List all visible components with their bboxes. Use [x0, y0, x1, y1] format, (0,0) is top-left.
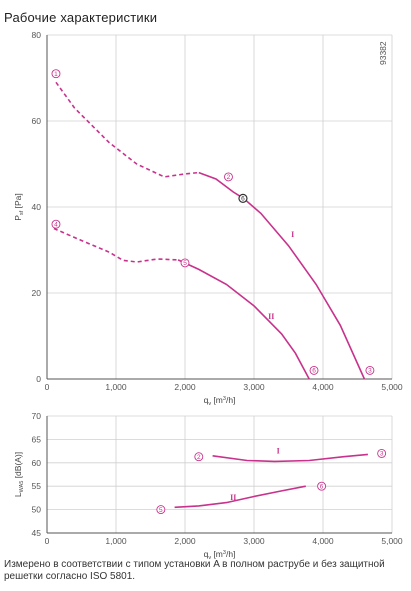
y-tick-label: 65 [32, 434, 42, 444]
series-line [177, 259, 310, 380]
series-line [198, 171, 366, 380]
x-tick-label: 0 [45, 382, 50, 392]
noise-chart: 0 1,000 2,000 3,000 4,000 5,000455055606570qv… [13, 411, 403, 560]
y-axis-label: LWA5 [dB(A)] [13, 452, 25, 497]
id-code: 93382 [378, 41, 388, 65]
measurement-note: Измерено в соответствии с типом установк… [4, 559, 385, 582]
point-label: 5 [159, 507, 163, 514]
y-tick-label: 20 [32, 288, 42, 298]
page-title: Рабочие характеристики [4, 10, 158, 25]
point-marker [309, 365, 319, 375]
x-tick-label: 2,000 [174, 382, 196, 392]
point-label: 6 [320, 484, 324, 491]
y-tick-label: 60 [32, 116, 42, 126]
point-label: 2 [197, 454, 201, 461]
point-label: 6 [312, 368, 316, 375]
y-axis-label: Psf [Pa] [13, 193, 25, 220]
x-tick-label: 3,000 [243, 382, 265, 392]
x-tick-label: 4,000 [312, 536, 334, 546]
x-tick-label: 5,000 [381, 382, 403, 392]
series-name-label: I [291, 230, 294, 239]
operating-point-marker [238, 193, 248, 203]
x-tick-label: 3,000 [243, 536, 265, 546]
x-tick-label: 1,000 [105, 382, 127, 392]
series-name-label: II [230, 493, 236, 502]
series-name-label: I [277, 446, 280, 455]
point-marker [377, 448, 387, 458]
point-marker [317, 481, 327, 491]
x-tick-label: 2,000 [174, 536, 196, 546]
point-marker [51, 219, 61, 229]
y-tick-label: 55 [32, 481, 42, 491]
x-tick-label: 1,000 [105, 536, 127, 546]
point-marker [224, 172, 233, 182]
point-label: 3 [380, 451, 384, 458]
y-tick-label: 45 [32, 528, 42, 538]
series-line [212, 453, 368, 463]
x-axis-label: qv [m3/h] [204, 549, 236, 560]
point-marker [194, 452, 204, 462]
series-line-dashed [53, 227, 179, 263]
point-label: 5 [183, 260, 187, 267]
point-marker [51, 69, 61, 79]
series-name-label: II [268, 312, 274, 321]
y-tick-label: 80 [32, 30, 42, 40]
x-tick-label: 0 [45, 536, 50, 546]
y-tick-label: 70 [32, 411, 42, 421]
y-tick-label: 60 [32, 458, 42, 468]
point-marker [156, 505, 166, 515]
x-tick-label: 4,000 [312, 382, 334, 392]
x-tick-label: 5,000 [381, 536, 403, 546]
pressure-chart: 0 1,000 2,000 3,000 4,000 5,000 0 20 40 60 80 qv [m… [13, 30, 403, 407]
y-tick-label: 40 [32, 202, 42, 212]
series-line [174, 485, 306, 509]
point-label: 2 [227, 174, 231, 181]
y-tick-label: 0 [36, 374, 41, 384]
point-label: 1 [54, 71, 58, 78]
point-marker [365, 365, 375, 375]
y-tick-label: 50 [32, 505, 42, 515]
operating-point-label: 6 [241, 196, 245, 203]
x-axis-label: qv [m3/h] [204, 395, 236, 407]
point-label: 3 [368, 368, 372, 375]
series-line-dashed [55, 81, 199, 178]
point-label: 4 [54, 222, 58, 229]
point-marker [180, 258, 190, 268]
